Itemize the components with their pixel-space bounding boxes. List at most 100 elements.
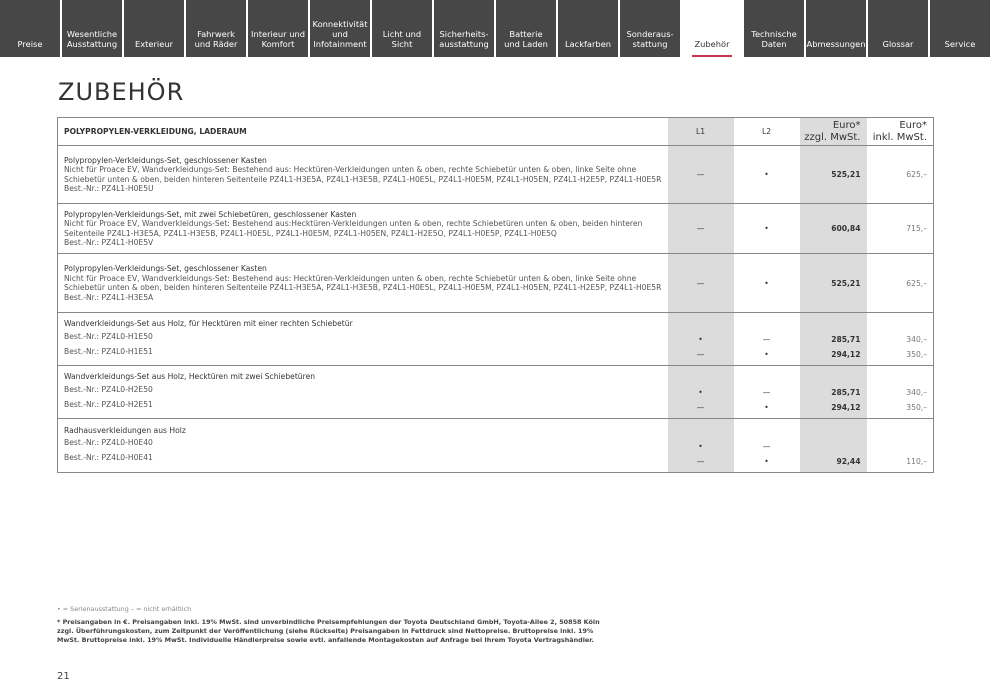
l2-availability: •	[764, 403, 769, 412]
gross-price: 110,–	[906, 457, 927, 466]
l2-availability-cell: •	[734, 204, 800, 254]
l1-availability: —	[696, 170, 705, 179]
nav-tab[interactable]: Abmessungen	[806, 0, 866, 57]
net-price-cell: 525,21	[799, 145, 867, 204]
item-description: Radhausverkleidungen aus Holz Best.-Nr.: …	[58, 419, 668, 473]
item-description: Wandverkleidungs-Set aus Holz, für Heckt…	[58, 313, 668, 366]
l2-availability-cell: •	[734, 254, 800, 313]
l2-availability: —	[762, 388, 771, 397]
col-l2: L2	[733, 117, 800, 146]
net-price: 600,84	[831, 224, 861, 233]
net-price: 294,12	[831, 350, 861, 359]
nav-tab[interactable]: Fahrwerk und Räder	[186, 0, 246, 57]
col-net-price: Euro* zzgl. MwSt.	[799, 117, 867, 146]
l1-availability-cell: —	[667, 203, 734, 254]
gross-price-cell: 340,– 350,–	[867, 366, 934, 419]
l1-availability-cell: —	[667, 145, 734, 204]
gross-price: 340,–	[906, 335, 927, 344]
l2-availability: •	[764, 350, 769, 359]
nav-tab[interactable]: Sicherheits- ausstattung	[434, 0, 494, 57]
net-price: 92,44	[836, 457, 861, 466]
table-row: Polypropylen-Verkleidungs-Set, geschloss…	[57, 145, 934, 204]
gross-price: 625,–	[906, 170, 927, 179]
l2-availability: —	[762, 442, 771, 451]
gross-price: 340,–	[906, 388, 927, 397]
nav-tab[interactable]: Exterieur	[124, 0, 184, 57]
order-number: Best.-Nr.: PZ4L0-H0E40	[64, 438, 153, 448]
legend: • = Serienausstattung – = nicht erhältli…	[57, 605, 192, 613]
nav-tab[interactable]: Sonderaus- stattung	[620, 0, 680, 57]
l2-availability-cell: — •	[734, 419, 800, 473]
nav-tab[interactable]: Preise	[0, 0, 60, 57]
l1-availability: •	[698, 335, 703, 344]
l2-availability: •	[764, 224, 769, 233]
order-number: Best.-Nr.: PZ4L1-H0E5V	[64, 238, 154, 247]
nav-tab[interactable]: Wesentliche Ausstattung	[62, 0, 122, 57]
order-number: Best.-Nr.: PZ4L0-H0E41	[64, 453, 153, 463]
order-number: Best.-Nr.: PZ4L0-H2E50	[64, 384, 153, 394]
net-price-cell: 285,71 294,12	[799, 365, 867, 419]
gross-price-cell: 110,–	[867, 419, 934, 473]
item-title: Polypropylen-Verkleidungs-Set, geschloss…	[64, 264, 267, 273]
l2-availability: —	[762, 335, 771, 344]
item-title: Wandverkleidungs-Set aus Holz, für Heckt…	[64, 319, 353, 329]
order-number: Best.-Nr.: PZ4L1-H3E5A	[64, 292, 154, 302]
nav-tab[interactable]: Konnektivität und Infotainment	[310, 0, 370, 57]
l1-availability: •	[698, 442, 703, 451]
item-title: Radhausverkleidungen aus Holz	[64, 425, 186, 435]
item-title: Polypropylen-Verkleidungs-Set, mit zwei …	[64, 209, 357, 219]
l1-availability: —	[696, 224, 705, 233]
l1-availability-cell: • —	[667, 312, 734, 366]
l1-availability-cell: —	[667, 253, 734, 313]
item-details: Nicht für Proace EV, Wandverkleidungs-Se…	[64, 165, 662, 184]
item-title: Wandverkleidungs-Set aus Holz, Hecktüren…	[64, 372, 316, 382]
table-header: POLYPROPYLEN-VERKLEIDUNG, LADERAUM L1 L2…	[57, 117, 934, 146]
l2-availability-cell: •	[734, 146, 800, 204]
table-row: Polypropylen-Verkleidungs-Set, geschloss…	[57, 253, 934, 313]
l2-availability-cell: — •	[734, 313, 800, 366]
net-price-cell: 600,84	[799, 203, 867, 254]
order-number: Best.-Nr.: PZ4L0-H1E50	[64, 331, 153, 341]
nav-tab[interactable]: Batterie und Laden	[496, 0, 556, 57]
gross-price: 715,–	[906, 224, 927, 233]
nav-tab[interactable]: Licht und Sicht	[372, 0, 432, 57]
nav-tab[interactable]: Lackfarben	[558, 0, 618, 57]
item-description: Polypropylen-Verkleidungs-Set, geschloss…	[58, 254, 668, 313]
table-row: Wandverkleidungs-Set aus Holz, Hecktüren…	[57, 365, 934, 419]
gross-price-cell: 340,– 350,–	[867, 313, 934, 366]
page-title: ZUBEHÖR	[58, 78, 185, 106]
item-description: Polypropylen-Verkleidungs-Set, geschloss…	[58, 146, 668, 204]
l2-availability-cell: — •	[734, 366, 800, 419]
order-number: Best.-Nr.: PZ4L0-H1E51	[64, 346, 153, 356]
net-price: 294,12	[831, 403, 861, 412]
l1-availability-cell: • —	[667, 365, 734, 419]
net-price: 285,71	[831, 388, 861, 397]
gross-price: 350,–	[906, 403, 927, 412]
nav-tab[interactable]: Zubehör	[682, 0, 742, 57]
table-row: Radhausverkleidungen aus Holz Best.-Nr.: …	[57, 418, 934, 473]
net-price: 285,71	[831, 335, 861, 344]
table-row: Wandverkleidungs-Set aus Holz, für Heckt…	[57, 312, 934, 366]
l2-availability: •	[764, 457, 769, 466]
price-note: * Preisangaben in €. Preisangaben inkl. …	[57, 618, 600, 644]
item-description: Wandverkleidungs-Set aus Holz, Hecktüren…	[58, 366, 668, 419]
page-number: 21	[57, 671, 70, 682]
net-price-cell: 525,21	[799, 253, 867, 313]
net-price-cell: 92,44	[799, 418, 867, 473]
net-price: 525,21	[831, 278, 861, 288]
nav-tab[interactable]: Technische Daten	[744, 0, 804, 57]
l1-availability: —	[696, 350, 705, 359]
accessories-table: POLYPROPYLEN-VERKLEIDUNG, LADERAUM L1 L2…	[57, 117, 934, 473]
nav-tab[interactable]: Service	[930, 0, 990, 57]
l1-availability: •	[698, 388, 703, 397]
item-description: Polypropylen-Verkleidungs-Set, mit zwei …	[58, 204, 668, 254]
order-number: Best.-Nr.: PZ4L1-H0E5U	[64, 184, 154, 193]
nav-tab[interactable]: Glossar	[868, 0, 928, 57]
col-gross-price: Euro* inkl. MwSt.	[866, 117, 934, 146]
nav-tab[interactable]: Interieur und Komfort	[248, 0, 308, 57]
l1-availability: —	[696, 278, 705, 288]
net-price-cell: 285,71 294,12	[799, 312, 867, 366]
gross-price: 350,–	[906, 350, 927, 359]
item-details: Nicht für Proace EV, Wandverkleidungs-Se…	[64, 219, 643, 238]
l2-availability: •	[764, 278, 769, 288]
